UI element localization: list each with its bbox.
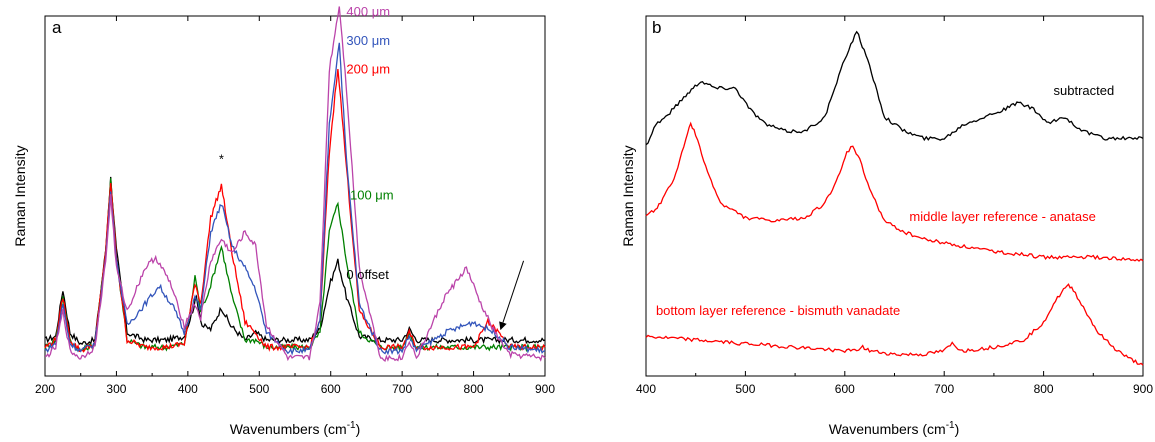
x-tick-label: 300: [106, 382, 126, 396]
annotation-label: bottom layer reference - bismuth vanadat…: [656, 303, 900, 318]
annotation-label: subtracted: [1054, 83, 1115, 98]
panel-b: b 400 500 600 700 800 900 subtracted middle la…: [620, 15, 1153, 437]
x-tick-label: 200: [35, 382, 55, 396]
annotation-label: 400 μm: [346, 4, 390, 19]
arrow-annotation: [499, 260, 525, 331]
panel-a-y-axis-title: Raman Intensity: [12, 145, 28, 246]
panel-a-series: [44, 6, 546, 362]
annotation-label: 200 μm: [346, 62, 390, 77]
panel-b-x-axis-title: Wavenumbers (cm-1): [829, 420, 960, 437]
x-tick-label: 900: [1133, 382, 1153, 396]
series-line-0: [44, 176, 546, 346]
panel-b-x-axis: 400 500 600 700 800 900: [636, 16, 1153, 396]
x-tick-label: 400: [178, 382, 198, 396]
panel-b-letter: b: [652, 18, 661, 37]
x-tick-label: 500: [249, 382, 269, 396]
panel-a-x-axis-title: Wavenumbers (cm-1): [230, 420, 361, 437]
annotation-label: 100 μm: [350, 188, 394, 203]
x-tick-label: 600: [321, 382, 341, 396]
series-line-2: [645, 283, 1144, 366]
panel-b-annotations: subtracted middle layer reference - anata…: [656, 83, 1114, 318]
x-tick-label: 800: [464, 382, 484, 396]
annotation-label: 300 μm: [346, 33, 390, 48]
panel-a-x-axis: 200 300 400 500 600 700 800 900: [35, 16, 555, 396]
x-tick-label: 400: [636, 382, 656, 396]
x-tick-label: 900: [535, 382, 555, 396]
panel-b-series: [645, 30, 1144, 366]
series-line-3: [44, 42, 546, 356]
x-tick-label: 700: [934, 382, 954, 396]
x-tick-label: 700: [392, 382, 412, 396]
x-tick-label: 800: [1034, 382, 1054, 396]
panel-b-frame: [645, 15, 1144, 377]
series-line-0: [645, 30, 1144, 146]
annotation-label: 0 offset: [346, 267, 389, 282]
annotation-label: middle layer reference - anatase: [909, 209, 1095, 224]
annotation-label: *: [219, 152, 224, 167]
panel-b-y-axis-title: Raman Intensity: [620, 145, 636, 246]
panel-a-frame: [44, 15, 546, 377]
series-line-2: [44, 69, 546, 353]
series-line-1: [645, 121, 1144, 262]
panel-a-letter: a: [52, 18, 62, 37]
series-line-4: [44, 6, 546, 362]
x-tick-label: 500: [735, 382, 755, 396]
x-tick-label: 600: [835, 382, 855, 396]
